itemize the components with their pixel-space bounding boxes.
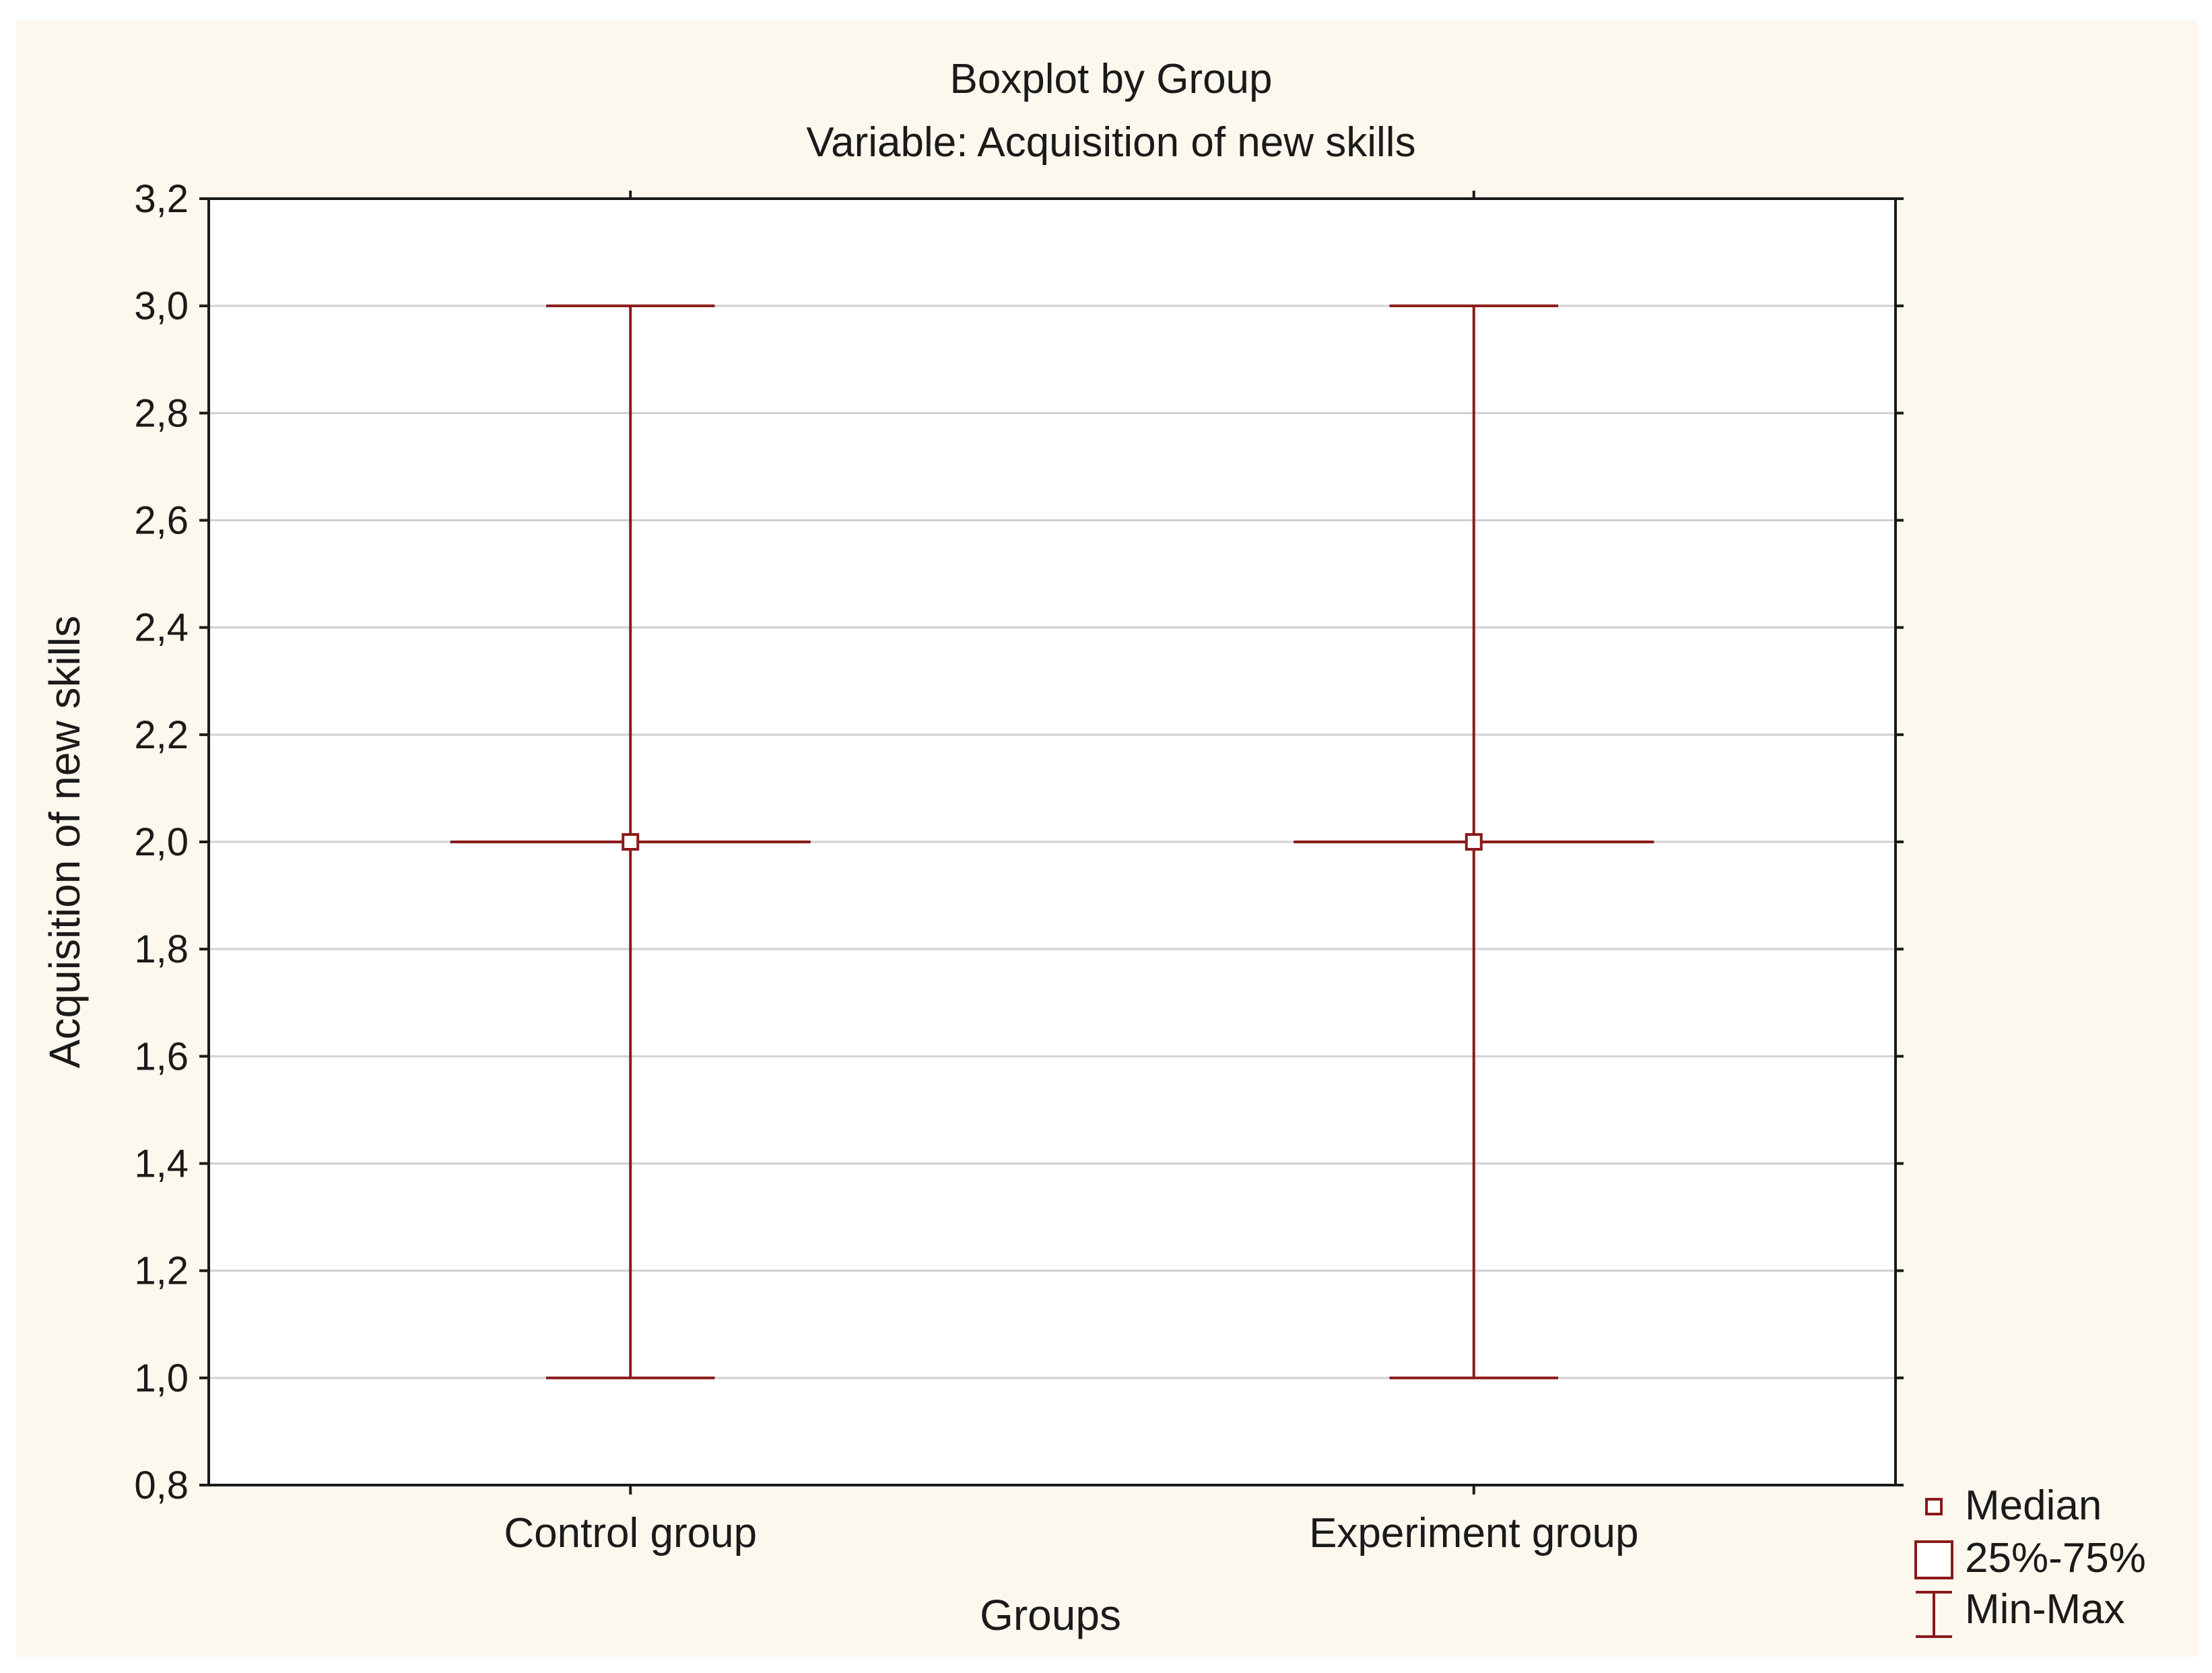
box-group [450, 304, 811, 1379]
y-tick-label: 1,8 [134, 927, 189, 971]
chart-subtitle: Variable: Acquisition of new skills [806, 119, 1415, 166]
x-category-label: Control group [504, 1510, 757, 1556]
box-group [1294, 304, 1654, 1379]
y-tick-label: 0,8 [134, 1464, 189, 1507]
chart-title: Boxplot by Group [949, 56, 1272, 102]
median-marker [622, 833, 640, 851]
legend-minmax-label: Min-Max [1965, 1586, 2125, 1633]
plot-frame [207, 197, 1897, 1486]
y-tick-label: 3,0 [134, 284, 189, 328]
legend-median-label: Median [1965, 1482, 2102, 1529]
median-marker [1465, 833, 1483, 851]
legend-iqr-label: 25%-75% [1965, 1535, 2146, 1581]
y-tick-label: 1,6 [134, 1035, 189, 1078]
y-axis-ticks: 0,8 1,0 1,2 1,4 1,6 1,8 2,0 2,2 2,4 2,6 2,8 3,0 3,2 [134, 177, 1904, 1507]
y-tick-label: 1,2 [134, 1249, 189, 1293]
legend-box-marker [1914, 1540, 1953, 1579]
x-axis-label: Groups [980, 1591, 1121, 1639]
y-tick-label: 1,4 [134, 1142, 189, 1186]
y-tick-label: 3,2 [134, 177, 189, 221]
legend: Median 25%-75% Min-Max [1914, 1482, 2146, 1638]
y-tick-label: 1,0 [134, 1356, 189, 1400]
legend-whisker-marker [1916, 1591, 1952, 1638]
y-tick-label: 2,0 [134, 820, 189, 864]
y-tick-label: 2,8 [134, 391, 189, 435]
box-series [450, 304, 1654, 1379]
x-axis-ticks: Control group Experiment group [504, 191, 1638, 1556]
x-category-label: Experiment group [1309, 1510, 1638, 1556]
legend-median-marker [1925, 1498, 1943, 1515]
y-tick-label: 2,4 [134, 606, 189, 650]
y-tick-label: 2,6 [134, 499, 189, 543]
y-tick-label: 2,2 [134, 713, 189, 757]
y-axis-label: Acquisition of new skills [40, 616, 89, 1068]
